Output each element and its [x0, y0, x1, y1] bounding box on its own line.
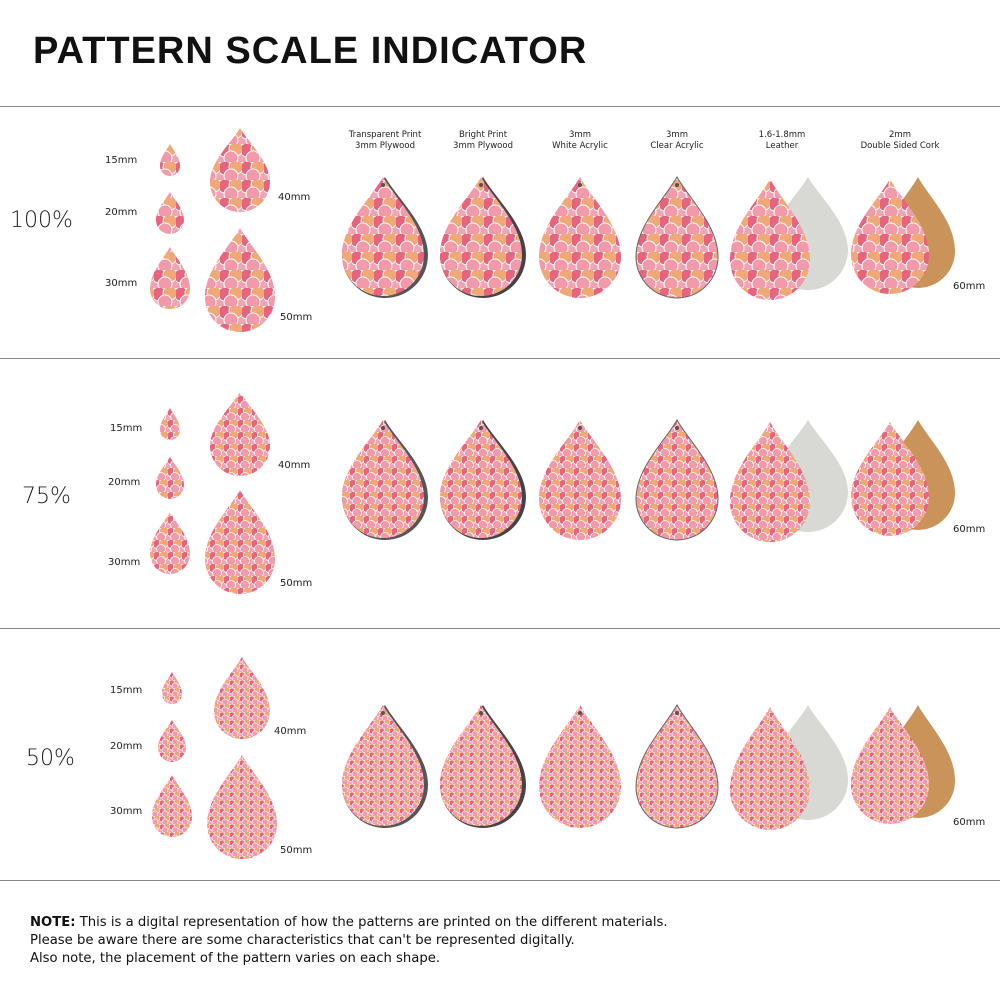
clear-acrylic-drop [635, 703, 719, 829]
scale-percent: 50% [26, 746, 75, 771]
scale-percent: 100% [10, 208, 73, 233]
size-sample-drop [150, 247, 190, 309]
size-sample-drop [160, 144, 180, 176]
note-line-1: This is a digital representation of how … [79, 915, 668, 930]
material-label: 2mm [889, 130, 911, 140]
cork-drop [851, 422, 929, 536]
clear-acrylic-drop [635, 418, 719, 541]
size-label: 40mm [278, 460, 311, 471]
size-label: 20mm [108, 477, 141, 488]
material-size-label: 60mm [953, 281, 986, 292]
size-label: 20mm [110, 741, 143, 752]
size-label: 30mm [105, 278, 138, 289]
divider [0, 628, 1000, 629]
hole-icon [479, 183, 483, 187]
size-sample-drop [205, 490, 275, 594]
material-label: 3mm [666, 130, 688, 140]
size-sample-drop [210, 128, 270, 212]
size-sample-drop [207, 755, 277, 859]
material-header: 2mm Double Sided Cork [850, 130, 950, 152]
cork-drop [851, 707, 929, 824]
bright-plywood-drop [440, 420, 522, 538]
material-label: 3mm Plywood [453, 141, 513, 151]
size-label: 15mm [105, 155, 138, 166]
scale-percent: 75% [22, 484, 71, 509]
material-header: Transparent Print 3mm Plywood [335, 130, 435, 152]
cork-drop [851, 179, 929, 294]
material-size-label: 60mm [953, 817, 986, 828]
transparent-plywood-drop [342, 420, 424, 538]
size-label: 50mm [280, 845, 313, 856]
size-sample-drop [156, 192, 184, 234]
leather-drop [730, 422, 810, 542]
note-line-3: Also note, the placement of the pattern … [30, 951, 441, 966]
size-sample-drop [162, 672, 182, 704]
material-label: 3mm [569, 130, 591, 140]
hole-icon [675, 426, 679, 430]
material-label: Transparent Print [348, 130, 422, 140]
hole-icon [479, 711, 483, 715]
white-acrylic-drop [539, 177, 621, 298]
size-sample-drop [214, 657, 270, 739]
size-label: 50mm [280, 578, 313, 589]
divider [0, 358, 1000, 359]
note-line-2: Please be aware there are some character… [30, 933, 575, 948]
size-sample-drop [210, 392, 270, 476]
hole-icon [479, 426, 483, 430]
material-size-label: 60mm [953, 524, 986, 535]
size-sample-drop [160, 408, 180, 440]
leather-drop [730, 707, 810, 830]
size-label: 50mm [280, 312, 313, 323]
hole-icon [578, 183, 582, 187]
material-label: Bright Print [458, 130, 508, 140]
material-header: 3mm White Acrylic [530, 130, 630, 152]
page-title: PATTERN SCALE INDICATOR [33, 30, 588, 72]
material-label: Clear Acrylic [650, 141, 704, 151]
size-sample-drop [158, 720, 186, 762]
hole-icon [578, 711, 582, 715]
clear-acrylic-drop [635, 175, 719, 299]
size-sample-drop [150, 512, 190, 574]
material-label: 3mm Plywood [355, 141, 415, 151]
size-label: 15mm [110, 423, 143, 434]
size-label: 15mm [110, 685, 143, 696]
size-label: 30mm [110, 806, 143, 817]
material-label: Leather [765, 141, 799, 151]
material-label: 1.6-1.8mm [758, 130, 806, 140]
hole-icon [578, 426, 582, 430]
hole-icon [675, 183, 679, 187]
material-header: 3mm Clear Acrylic [627, 130, 727, 152]
hole-icon [675, 711, 679, 715]
material-header: 1.6-1.8mm Leather [732, 130, 832, 152]
size-sample-drop [152, 775, 192, 837]
leather-drop [730, 179, 810, 300]
material-label: Double Sided Cork [860, 141, 940, 151]
size-label: 40mm [278, 192, 311, 203]
size-label: 20mm [105, 207, 138, 218]
bright-plywood-drop [440, 177, 522, 296]
size-sample-drop [156, 457, 184, 499]
transparent-plywood-drop [342, 177, 424, 296]
bright-plywood-drop [440, 705, 522, 826]
transparent-plywood-drop [342, 705, 424, 826]
note: NOTE: This is a digital representation o… [30, 914, 668, 968]
white-acrylic-drop [539, 705, 621, 828]
divider [0, 880, 1000, 881]
material-label: White Acrylic [552, 141, 608, 151]
hole-icon [381, 426, 385, 430]
hole-icon [381, 711, 385, 715]
divider [0, 106, 1000, 107]
hole-icon [381, 183, 385, 187]
material-header: Bright Print 3mm Plywood [433, 130, 533, 152]
size-label: 30mm [108, 557, 141, 568]
note-label: NOTE: [30, 915, 76, 930]
size-sample-drop [205, 228, 275, 332]
white-acrylic-drop [539, 420, 621, 540]
size-label: 40mm [274, 726, 307, 737]
